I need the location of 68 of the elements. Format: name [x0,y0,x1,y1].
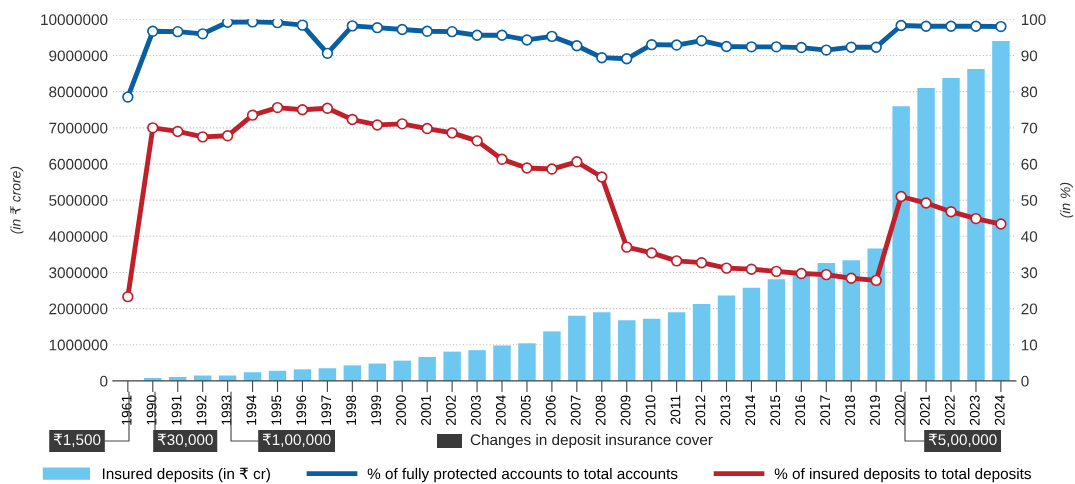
y-tick-label: 4000000 [48,231,108,242]
x-tick-label: 2019 [870,395,880,425]
x-tick-label: 2013 [720,395,731,425]
y2-tick-label: 90 [1021,50,1038,62]
x-tick-label: 2015 [770,395,781,425]
x-tick-label: 1990 [146,395,157,425]
y-tick-label: 2000000 [49,303,108,315]
x-tick-label: 1997 [321,395,332,425]
text: ₹5,00,000 [928,433,997,447]
x-tick-label: 2022 [944,395,955,425]
text: ₹1,500 [53,433,101,447]
x-tick-label: 2003 [470,395,481,425]
y-tick-label: 10000000 [41,14,108,26]
y2-tick-label: 70 [1021,122,1038,134]
legend-label: Insured deposits (in ₹ cr) [102,467,270,483]
legend-label: % of insured deposits to total deposits [774,467,1031,483]
x-tick-label: 2016 [795,395,806,425]
text: ₹1,00,000 [262,433,331,447]
x-tick-label: 2000 [396,395,406,425]
x-tick-label: 2001 [421,395,431,425]
y2-tick-label: 30 [1021,267,1038,279]
x-tick-label: 2005 [520,395,531,425]
y-tick-label: 0 [100,375,108,387]
x-tick-label: 1994 [246,395,257,425]
x-tick-label: 1995 [271,395,282,425]
x-tick-label: 2008 [595,395,606,425]
y-tick-label: 1000000 [49,339,108,351]
x-tick-label: 2009 [620,395,631,425]
text: Changes in deposit insurance cover [470,433,713,449]
x-tick-label: 2018 [845,395,855,425]
y-tick-label: 9000000 [49,50,108,62]
x-tick-label: 1998 [346,395,357,425]
y2-tick-label: 50 [1021,195,1038,206]
y2-axis-title: (in %) [1060,182,1074,218]
legend-label: % of fully protected accounts to total accounts [367,467,678,483]
x-tick-label: 1992 [196,395,207,425]
x-tick-label: 2021 [919,395,930,425]
x-tick-label: 2010 [645,395,656,425]
text: ₹30,000 [157,433,213,447]
x-tick-label: 2023 [969,395,980,425]
x-tick-label: 2020 [895,395,905,425]
x-tick-label: 1961 [121,395,132,425]
y2-tick-label: 60 [1021,158,1038,170]
y2-tick-label: 100 [1021,14,1046,26]
y-tick-label: 5000000 [49,195,108,206]
x-tick-label: 2012 [695,395,706,425]
x-tick-label: 2024 [994,395,1005,425]
x-tick-label: 1999 [371,395,382,425]
x-tick-label: 2002 [446,395,456,425]
x-tick-label: 1993 [221,395,232,425]
y2-tick-label: 20 [1021,303,1038,315]
y2-tick-label: 40 [1021,231,1038,242]
y-tick-label: 8000000 [49,86,108,98]
y-axis-title: (in ₹ crore) [10,166,24,234]
x-tick-label: 2014 [745,395,756,425]
x-tick-label: 2007 [570,395,581,425]
x-tick-label: 2017 [820,395,831,425]
y2-tick-label: 10 [1021,339,1038,351]
y-tick-label: 6000000 [49,158,108,170]
y2-tick-label: 0 [1021,375,1029,387]
x-tick-label: 2006 [545,395,556,425]
x-tick-label: 2004 [495,395,506,425]
y-tick-label: 3000000 [49,267,108,279]
x-tick-label: 1996 [296,395,307,425]
x-tick-label: 1991 [171,395,182,425]
x-tick-label: 2011 [670,395,681,424]
y-tick-label: 7000000 [49,122,108,134]
y2-tick-label: 80 [1021,86,1038,98]
